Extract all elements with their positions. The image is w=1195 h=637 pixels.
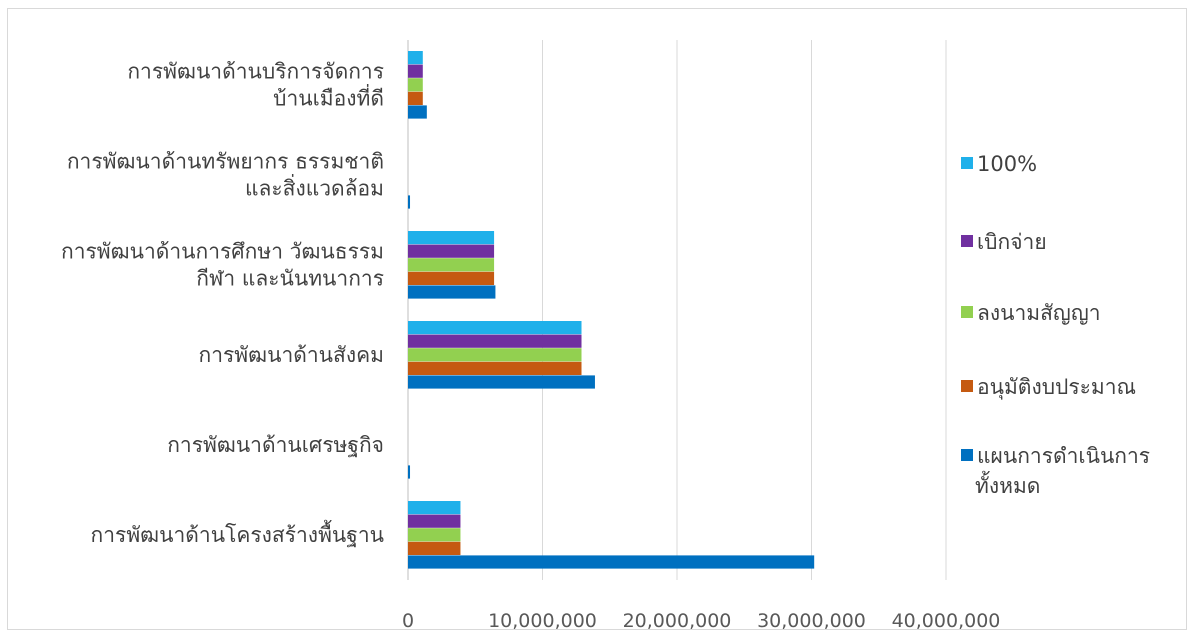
legend-label: ลงนามสัญญา bbox=[977, 301, 1101, 325]
category-label: บ้านเมืองที่ดี bbox=[273, 84, 384, 111]
bar bbox=[408, 465, 411, 479]
category-label: การพัฒนาด้านการศึกษา วัฒนธรรม bbox=[61, 240, 384, 264]
x-tick-label: 10,000,000 bbox=[488, 610, 597, 632]
legend-swatch bbox=[961, 449, 973, 461]
category-label: กีฬา และนันทนาการ bbox=[196, 267, 384, 291]
legend-label: แผนการดำเนินการ bbox=[977, 444, 1150, 468]
bar bbox=[408, 361, 582, 375]
category-label: การพัฒนาด้านเศรษฐกิจ bbox=[167, 433, 384, 457]
bar bbox=[408, 541, 461, 555]
legend-swatch bbox=[961, 157, 973, 169]
bar bbox=[408, 231, 495, 245]
x-tick-label: 20,000,000 bbox=[623, 610, 732, 632]
category-label: การพัฒนาด้านสังคม bbox=[199, 343, 385, 367]
category-label: การพัฒนาด้านโครงสร้างพื้นฐาน bbox=[91, 520, 384, 547]
bar bbox=[408, 244, 495, 258]
legend-swatch bbox=[961, 235, 973, 247]
bar bbox=[408, 78, 423, 92]
legend-label: ทั้งหมด bbox=[975, 471, 1040, 498]
legend-label: อนุมัติงบประมาณ bbox=[977, 375, 1136, 400]
chart-area bbox=[7, 8, 1187, 630]
legend-label: 100% bbox=[977, 152, 1037, 176]
x-tick-label: 0 bbox=[402, 610, 414, 632]
bar bbox=[408, 91, 423, 105]
legend-label: เบิกจ่าย bbox=[977, 230, 1047, 254]
bar bbox=[408, 501, 461, 515]
bar bbox=[408, 195, 411, 209]
x-tick-label: 30,000,000 bbox=[757, 610, 866, 632]
bar bbox=[408, 285, 496, 299]
bar bbox=[408, 321, 582, 335]
legend-swatch bbox=[961, 380, 973, 392]
bar bbox=[408, 271, 495, 285]
bar bbox=[408, 64, 423, 78]
bar bbox=[408, 555, 815, 569]
bar bbox=[408, 348, 582, 362]
category-label: และสิ่งแวดล้อม bbox=[245, 174, 384, 201]
category-label: การพัฒนาด้านทรัพยากร ธรรมชาติ bbox=[67, 150, 384, 174]
bar bbox=[408, 334, 582, 348]
bar bbox=[408, 105, 427, 119]
bar bbox=[408, 514, 461, 528]
category-label: การพัฒนาด้านบริการจัดการ bbox=[127, 60, 384, 84]
bar bbox=[408, 375, 595, 389]
x-tick-label: 40,000,000 bbox=[892, 610, 1001, 632]
bar bbox=[408, 258, 495, 272]
legend-swatch bbox=[961, 306, 973, 318]
bar bbox=[408, 528, 461, 542]
bar bbox=[408, 51, 423, 65]
